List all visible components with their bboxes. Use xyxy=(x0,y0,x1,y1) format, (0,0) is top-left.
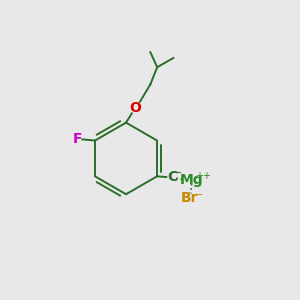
Text: F: F xyxy=(73,132,82,146)
Text: −: − xyxy=(172,168,182,178)
Text: O: O xyxy=(129,100,141,115)
Text: C: C xyxy=(167,170,177,184)
Text: ++: ++ xyxy=(195,171,211,181)
Text: Br: Br xyxy=(181,190,198,205)
Text: Mg: Mg xyxy=(180,173,203,187)
Text: −: − xyxy=(194,190,203,200)
